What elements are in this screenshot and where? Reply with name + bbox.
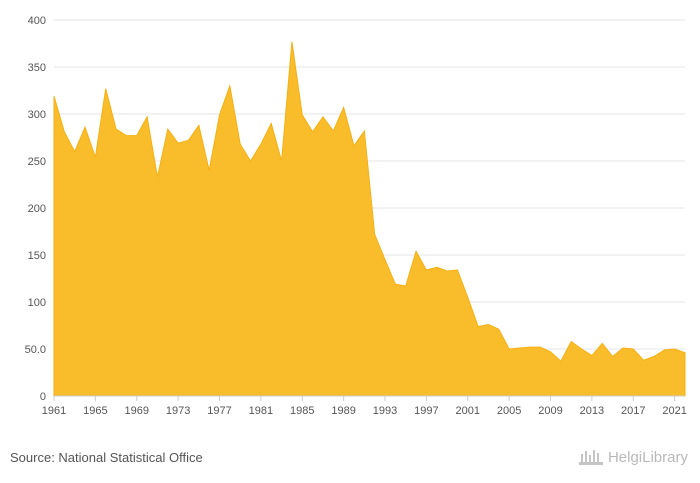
x-tick-label: 1969 (125, 405, 149, 417)
y-tick-label: 250 (28, 156, 46, 168)
brand-logo[interactable]: HelgiLibrary (578, 448, 688, 466)
y-tick-label: 0 (40, 391, 46, 403)
x-tick-label: 1961 (42, 405, 66, 417)
x-tick-label: 1973 (166, 405, 190, 417)
x-tick-label: 1985 (290, 405, 314, 417)
x-tick-label: 2001 (456, 405, 480, 417)
x-tick-label: 2013 (580, 405, 604, 417)
source-note: Source: National Statistical Office (10, 450, 203, 465)
x-tick-label: 1997 (414, 405, 438, 417)
y-tick-label: 50.0 (25, 344, 46, 356)
brand-name: HelgiLibrary (607, 448, 688, 466)
x-tick-label: 1989 (331, 405, 355, 417)
x-tick-label: 2017 (621, 405, 645, 417)
x-tick-label: 1977 (207, 405, 231, 417)
series-area (53, 41, 686, 397)
x-tick-label: 1965 (83, 405, 107, 417)
y-tick-label: 200 (28, 203, 46, 215)
y-axis-ticks: 0 50.0 100 150 200 250 300 350 400 (25, 15, 46, 403)
x-tick-label: 1981 (249, 405, 273, 417)
y-tick-label: 350 (28, 62, 46, 74)
y-tick-label: 150 (28, 250, 46, 262)
x-tick-label: 2021 (662, 405, 686, 417)
x-axis-ticks: 1961 1965 1969 1973 1977 1981 1985 1989 1993 1997… (42, 396, 687, 417)
library-logo-icon (578, 450, 603, 465)
y-tick-label: 300 (28, 109, 46, 121)
y-tick-label: 100 (28, 297, 46, 309)
x-tick-label: 2009 (538, 405, 562, 417)
y-tick-label: 400 (28, 15, 46, 27)
x-tick-label: 2005 (497, 405, 521, 417)
x-tick-label: 1993 (373, 405, 397, 417)
